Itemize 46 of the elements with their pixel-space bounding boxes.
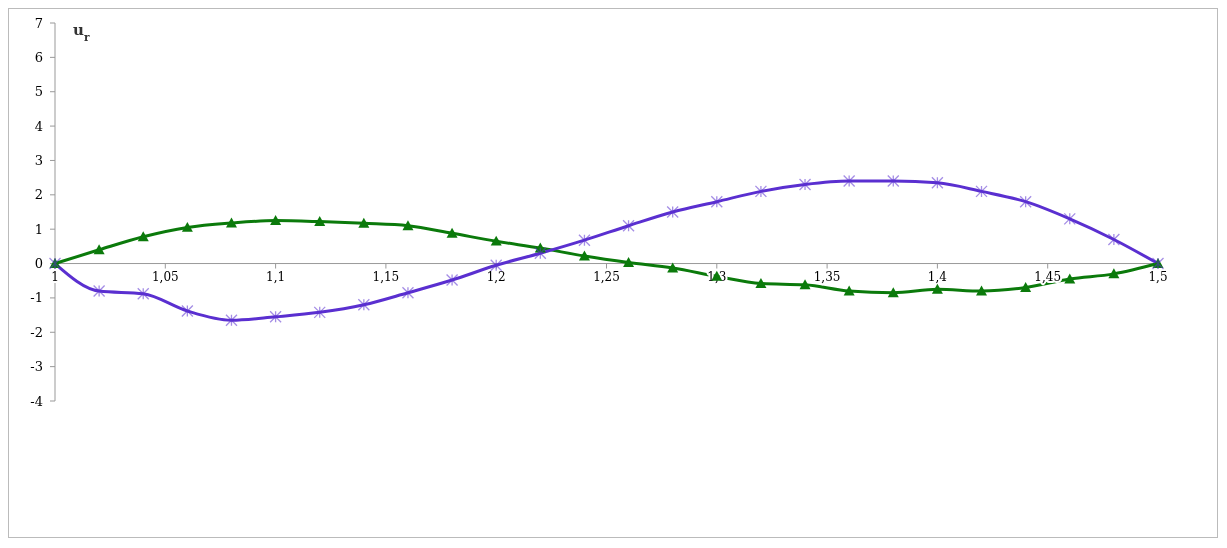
point [446,227,458,238]
point [93,244,105,255]
point [623,257,635,267]
point [534,242,546,253]
x-tick-label: 1,45 [1034,269,1062,284]
x-tick-label: 1,5 [1148,269,1168,284]
y-tick-label: -1 [30,290,43,306]
y-tick-label: 6 [34,49,43,65]
point [976,285,988,296]
point [402,220,414,231]
x-tick-label: 1,15 [372,269,400,284]
point [1020,282,1032,292]
x-tick-label: 1,35 [813,269,841,284]
y-tick-label: 1 [34,221,43,237]
point [667,262,679,273]
point [314,216,326,227]
point [887,287,899,298]
point [358,217,370,228]
y-tick-label: 7 [34,15,43,31]
x-tick-label: 1,4 [927,269,948,284]
x-tick-label: 1 [51,269,59,284]
y-tick-label: 2 [34,187,43,203]
point [1064,273,1076,284]
y-tick-label: 0 [34,256,43,272]
y-tick-label: 3 [34,153,43,168]
y-tick-label: -3 [30,359,43,375]
y-tick-label: -4 [30,393,43,409]
y-tick-label: -2 [30,324,43,340]
point [799,279,811,290]
x-tick-label: 1,1 [266,269,286,284]
x-tick-label: 1,2 [486,269,506,284]
point [931,283,943,294]
x-tick-label: 1,25 [593,269,620,284]
point [270,215,282,225]
point [755,277,767,288]
point [137,231,149,242]
x-tick-label: 1,05 [151,269,179,284]
point [490,235,502,246]
point [843,285,855,296]
y-tick-label: 5 [34,84,43,100]
point [1108,268,1120,279]
point [225,217,237,228]
point [578,250,590,261]
point [181,221,193,232]
y-axis-title: u$_{r}$ [73,21,90,43]
y-tick-label: 4 [34,118,43,134]
